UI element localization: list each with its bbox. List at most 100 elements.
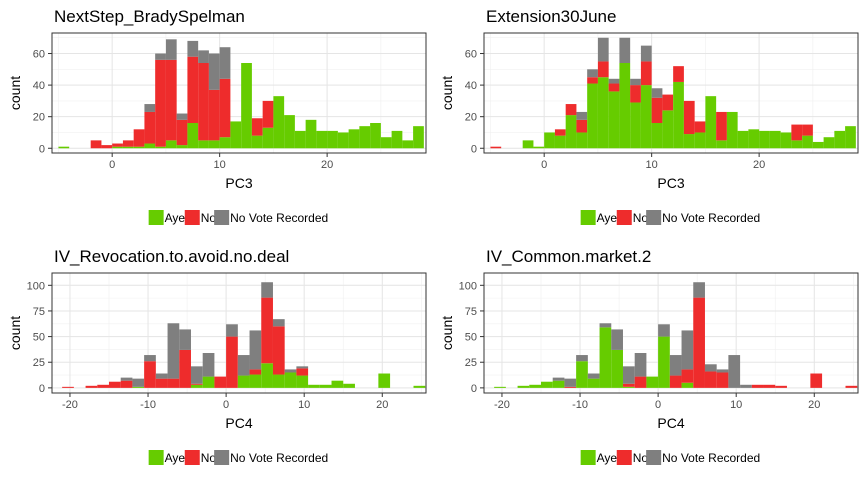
- y-tick-label: 0: [39, 143, 45, 155]
- plot-border: [483, 32, 859, 154]
- y-tick-label: 0: [471, 143, 477, 155]
- histogram-bar-aye: [331, 380, 344, 388]
- y-tick-label: 100: [27, 280, 45, 292]
- histogram-bar-aye: [565, 115, 577, 149]
- histogram-bar-aye: [296, 375, 309, 388]
- y-tick-label: 50: [33, 332, 45, 344]
- histogram-bar-aye: [597, 77, 609, 149]
- histogram-bar-no: [694, 121, 706, 133]
- histogram-bar-no-vote-recorded: [587, 69, 598, 78]
- histogram-bar-no: [669, 375, 682, 388]
- histogram-bar-aye: [726, 111, 738, 149]
- chart-panel-iv-revocation: IV_Revocation.to.avoid.no.deal -20 -10 0 10 2…: [0, 240, 432, 485]
- histogram-bar-no-vote-recorded: [658, 324, 670, 337]
- histogram-bar-no: [587, 77, 598, 84]
- histogram-bar-no: [90, 140, 102, 149]
- y-axis-title: count: [7, 316, 23, 350]
- histogram-bar-aye: [273, 96, 285, 149]
- histogram-bar-aye: [133, 146, 145, 149]
- histogram-bar-aye: [823, 137, 835, 149]
- histogram-bar-no: [597, 61, 609, 78]
- histogram-bar-no: [651, 97, 663, 123]
- legend-key-no: [616, 210, 632, 225]
- histogram-bar-aye: [812, 141, 824, 149]
- legend-label-no: No: [633, 451, 649, 465]
- x-tick-label: -20: [62, 399, 78, 411]
- histogram-bar-aye: [576, 361, 588, 388]
- histogram-bar-no-vote-recorded: [740, 384, 752, 388]
- histogram-bar-aye: [780, 132, 792, 149]
- y-tick-label: 100: [459, 280, 477, 292]
- histogram-bar-no-vote-recorded: [132, 378, 145, 387]
- histogram-bar-aye: [769, 130, 781, 149]
- histogram-bar-no-vote-recorded: [237, 355, 250, 376]
- histogram-bar-no: [751, 384, 764, 388]
- histogram-bar-no: [622, 383, 635, 387]
- legend-label-aye: Aye: [165, 451, 186, 465]
- histogram-bar-no: [673, 66, 684, 82]
- histogram-bar-aye: [599, 327, 612, 388]
- histogram-bar-no: [219, 78, 231, 138]
- histogram-bar-no-vote-recorded: [219, 47, 231, 79]
- histogram-bar-aye: [533, 146, 545, 149]
- x-tick-label: 0: [223, 399, 229, 411]
- y-tick-label: 40: [465, 80, 477, 92]
- histogram-bar-aye: [494, 386, 506, 388]
- y-tick-label: 0: [471, 383, 477, 395]
- legend-label-aye: Aye: [597, 211, 618, 225]
- histogram-bar-no: [122, 140, 134, 147]
- legend-label-no: No: [633, 211, 649, 225]
- legend-label-aye: Aye: [165, 211, 186, 225]
- histogram-bar-aye: [587, 83, 598, 149]
- legend-label-no-vote-recorded: No Vote Recorded: [662, 211, 760, 225]
- histogram-bar-no: [97, 384, 109, 388]
- x-tick-label: 10: [730, 399, 742, 411]
- x-tick-label: 10: [214, 159, 226, 171]
- histogram-bar-aye: [132, 386, 145, 388]
- histogram-bar-aye: [791, 140, 803, 149]
- histogram-bar-no: [108, 381, 121, 388]
- histogram-bar-no: [763, 384, 776, 388]
- histogram-bar-aye: [359, 126, 371, 149]
- histogram-bar-no-vote-recorded: [693, 282, 705, 298]
- histogram-bar-no-vote-recorded: [202, 353, 215, 377]
- histogram-bar-no: [190, 383, 203, 385]
- histogram-bar-aye: [155, 146, 166, 149]
- histogram-bar-no: [564, 386, 577, 388]
- histogram-bar-aye: [651, 123, 663, 149]
- histogram-bar-aye: [552, 380, 565, 388]
- x-tick-label: 10: [298, 399, 310, 411]
- histogram-bar-aye: [316, 130, 328, 149]
- histogram-bar-no: [144, 111, 156, 144]
- histogram-bar-aye: [540, 381, 553, 388]
- y-tick-label: 40: [33, 80, 45, 92]
- histogram-bar-no-vote-recorded: [190, 366, 203, 384]
- histogram-bar-aye: [802, 135, 813, 149]
- histogram-bar-aye: [208, 140, 220, 149]
- histogram-bar-aye: [378, 373, 391, 388]
- histogram-bar-no-vote-recorded: [564, 378, 577, 387]
- histogram-bar-no: [120, 380, 133, 388]
- histogram-bar-aye: [705, 96, 717, 149]
- chart-title: IV_Revocation.to.avoid.no.deal: [54, 247, 289, 266]
- histogram-bar-aye: [576, 132, 588, 149]
- legend-key-no-vote-recorded: [646, 450, 662, 465]
- histogram-bar-no-vote-recorded: [704, 364, 717, 372]
- legend: Aye No No Vote Recorded: [148, 450, 328, 465]
- histogram-bar-no: [716, 372, 729, 388]
- y-tick-label: 20: [33, 112, 45, 124]
- histogram-bar-aye: [202, 376, 215, 388]
- legend-key-no: [616, 450, 632, 465]
- x-tick-label: 10: [646, 159, 658, 171]
- histogram-bar-aye: [673, 81, 684, 149]
- histogram-bar-aye: [658, 336, 670, 388]
- histogram-bar-no: [155, 59, 166, 147]
- histogram-bar-aye: [694, 132, 706, 149]
- legend: Aye No No Vote Recorded: [580, 210, 760, 225]
- histogram-bar-no: [214, 376, 227, 388]
- chart-panel-extension30june: Extension30June 0 10 20 0 20 40 60 PC3 count Aye No…: [432, 0, 864, 245]
- legend-label-no-vote-recorded: No Vote Recorded: [230, 211, 328, 225]
- histogram-bar-aye: [716, 140, 727, 149]
- y-axis-title: count: [7, 76, 23, 110]
- chart-title: IV_Common.market.2: [486, 247, 651, 266]
